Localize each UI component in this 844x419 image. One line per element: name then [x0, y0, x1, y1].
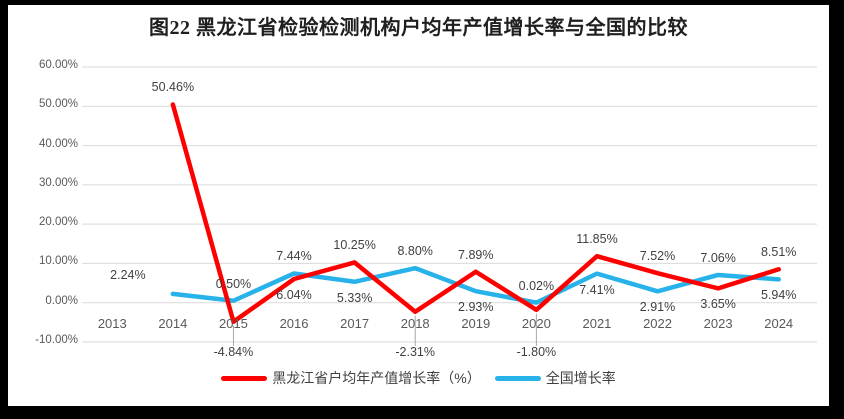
y-axis-tick-label: 60.00% — [38, 59, 78, 71]
data-label: 7.44% — [276, 249, 312, 264]
data-label: 0.50% — [215, 276, 252, 291]
y-axis-tick-label: 50.00% — [38, 98, 78, 111]
blue-line-swatch — [494, 375, 541, 381]
y-axis-tick-label: 40.00% — [38, 137, 78, 150]
x-axis-tick-label: 2020 — [521, 316, 551, 331]
x-axis-tick-label: 2024 — [764, 316, 794, 331]
x-axis-tick-label: 2014 — [158, 316, 188, 331]
chart-title: 图22 黑龙江省检验检测机构户均年产值增长率与全国的比较 — [149, 17, 688, 39]
x-axis-tick-label: 2017 — [340, 316, 370, 331]
data-label: 11.85% — [576, 232, 618, 247]
legend-label-heilongjiang: 黑龙江省户均年产值增长率（%） — [272, 370, 481, 386]
x-axis-tick-label: 2023 — [703, 316, 733, 331]
x-axis-tick-label: 2018 — [400, 316, 430, 331]
data-label: 6.04% — [276, 287, 312, 302]
data-label: -2.31% — [395, 345, 435, 359]
legend-item-national: 全国增长率 — [494, 368, 616, 388]
y-axis-tick-label: 0.00% — [45, 294, 78, 307]
data-label: 7.41% — [579, 282, 615, 297]
y-axis-tick-label: 30.00% — [38, 176, 78, 189]
data-label: -4.84% — [213, 345, 254, 359]
x-axis-tick-label: 2022 — [643, 316, 672, 331]
y-axis-tick-label: 20.00% — [38, 216, 78, 229]
x-axis-tick-label: 2019 — [461, 316, 491, 331]
legend-label-national: 全国增长率 — [545, 370, 616, 386]
chart-canvas: 图22 黑龙江省检验检测机构户均年产值增长率与全国的比较 60.00% 50.00… — [8, 5, 829, 406]
x-axis-tick-label: 2021 — [582, 316, 612, 331]
data-label: 2.24% — [110, 267, 146, 282]
data-label: 50.46% — [151, 80, 195, 95]
series-line-national — [170, 265, 781, 305]
x-axis-tick-label: 2016 — [279, 316, 309, 331]
data-label: 8.51% — [760, 245, 797, 260]
series-line-heilongjiang — [170, 102, 781, 324]
data-label: 5.94% — [760, 288, 797, 303]
x-axis-tick-label: 2015 — [218, 316, 248, 331]
x-axis-tick-label: 2013 — [97, 316, 127, 331]
data-label: 10.25% — [333, 238, 376, 253]
data-label: 7.06% — [700, 250, 736, 265]
data-label: 2.93% — [458, 300, 494, 315]
data-label: 7.89% — [458, 247, 494, 262]
red-line-swatch — [221, 375, 268, 381]
data-label: 2.91% — [639, 300, 676, 315]
data-label: 0.02% — [518, 278, 555, 293]
y-axis-tick-label: 10.00% — [38, 255, 78, 268]
legend-item-heilongjiang: 黑龙江省户均年产值增长率（%） — [221, 368, 481, 388]
legend: 黑龙江省户均年产值增长率（%） 全国增长率 — [8, 368, 829, 388]
data-label: -1.80% — [516, 345, 557, 359]
data-label: 8.80% — [397, 244, 433, 259]
data-label: 5.33% — [336, 290, 373, 305]
y-axis-tick-label: -10.00% — [35, 334, 78, 346]
plot-area — [82, 66, 817, 346]
data-label: 3.65% — [700, 297, 736, 312]
data-label: 7.52% — [639, 249, 676, 264]
